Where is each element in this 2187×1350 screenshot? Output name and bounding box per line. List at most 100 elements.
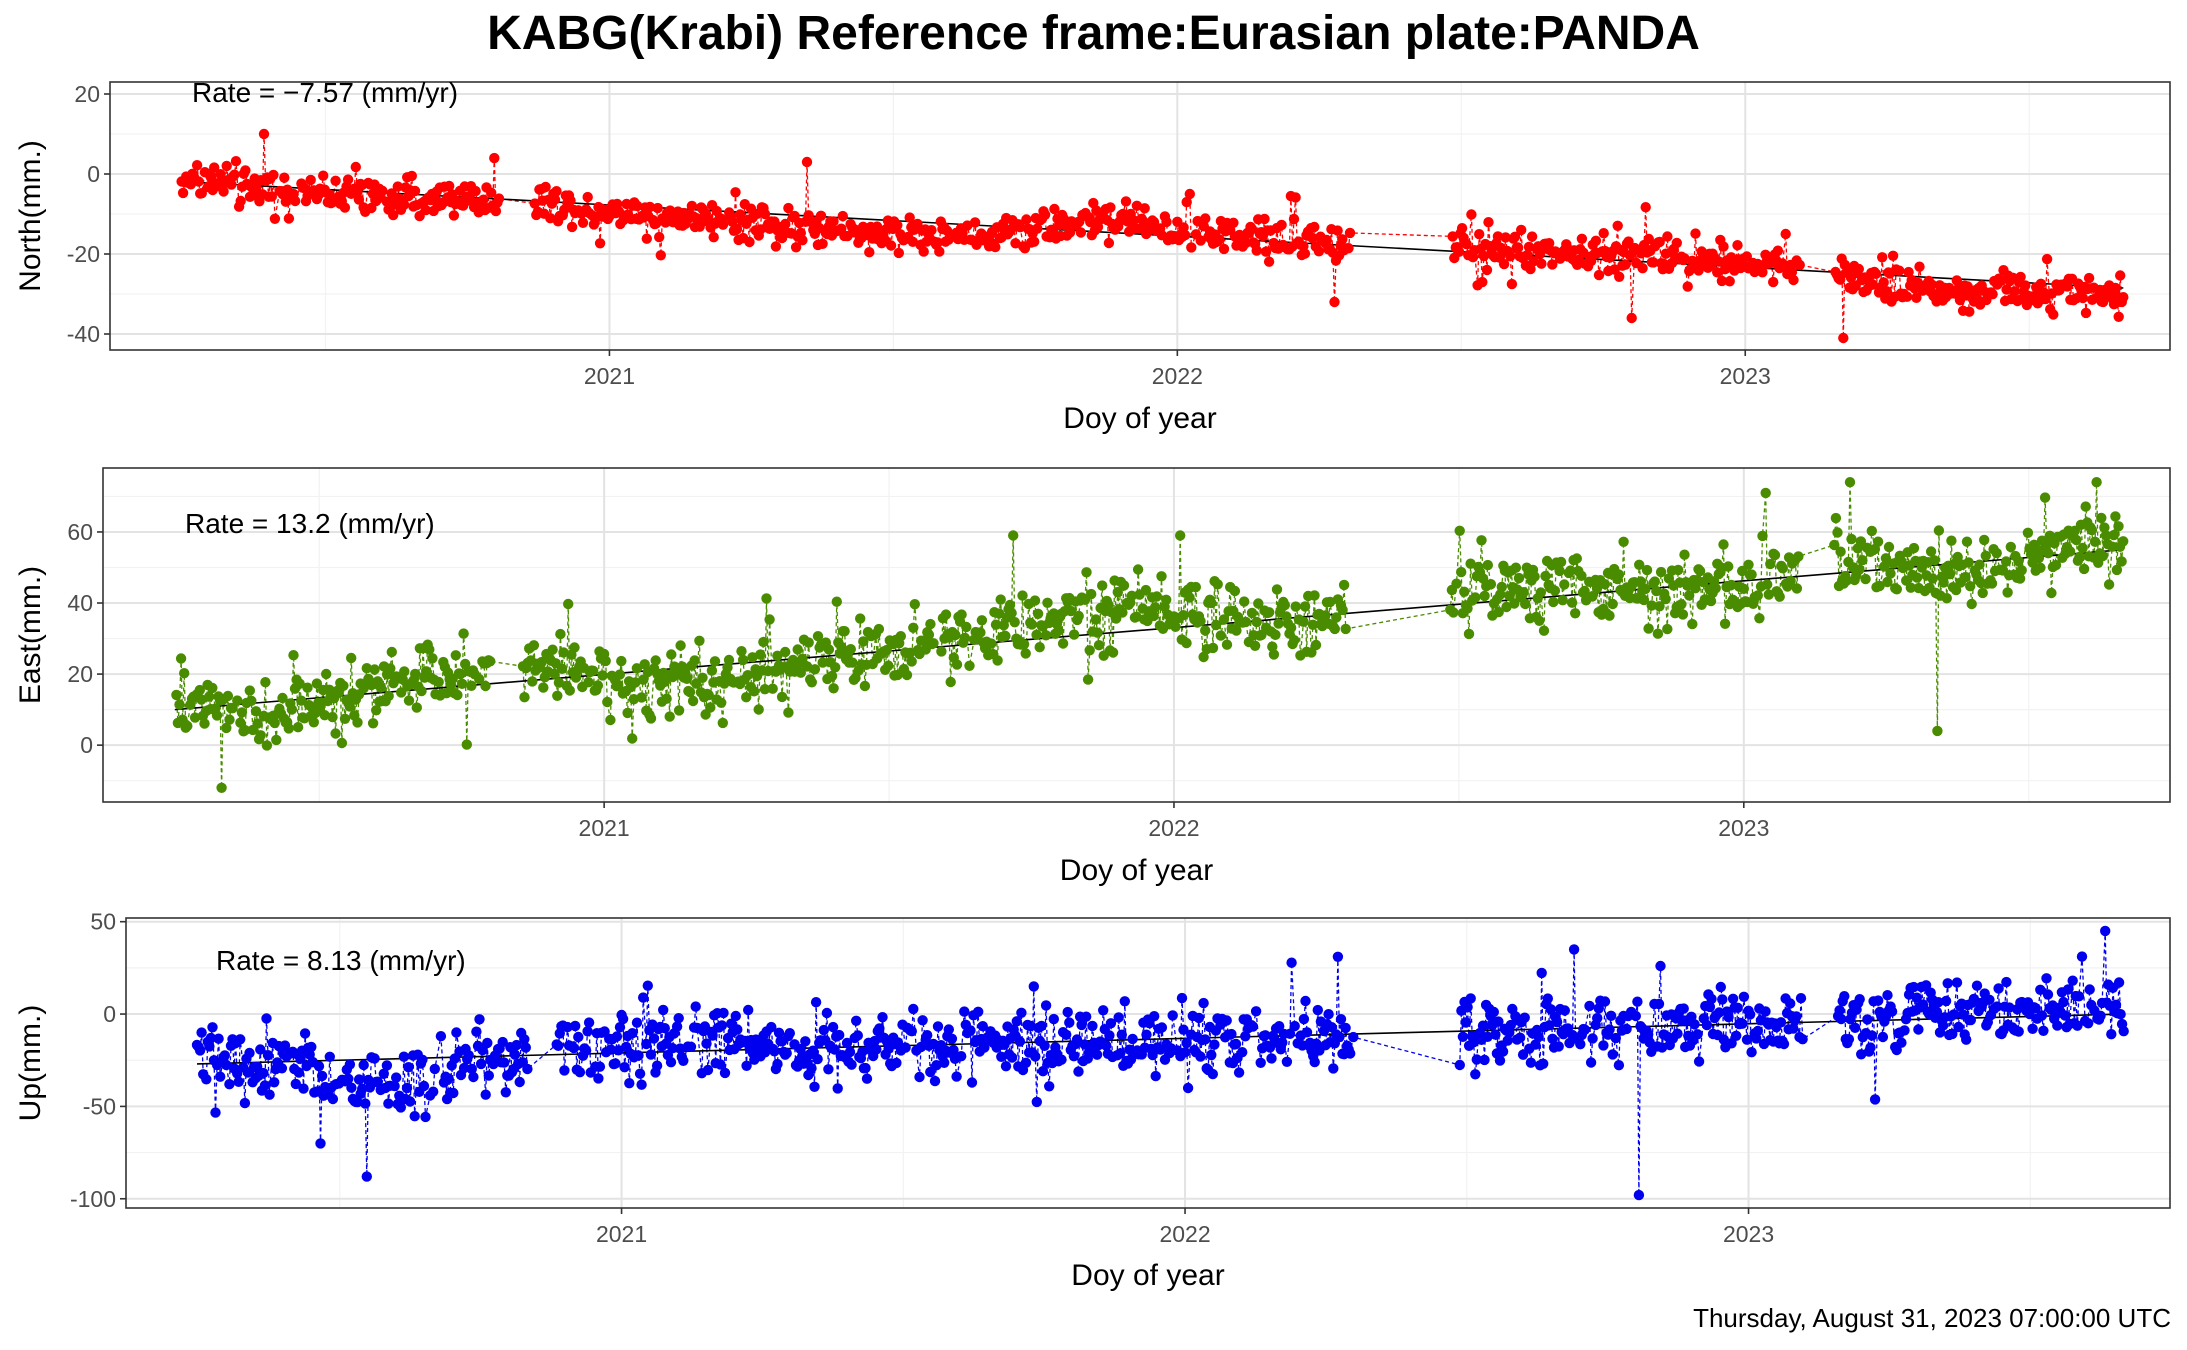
data-point <box>577 217 589 228</box>
data-point <box>418 1080 430 1092</box>
data-point <box>1775 1017 1787 1028</box>
data-point <box>1091 1049 1103 1060</box>
data-point <box>216 782 227 793</box>
data-point <box>1017 590 1028 601</box>
data-point <box>1991 547 2002 559</box>
data-point <box>1076 1019 1087 1031</box>
data-point <box>2048 309 2059 320</box>
data-point <box>428 1086 439 1097</box>
data-point <box>638 674 649 685</box>
data-point <box>448 210 460 221</box>
data-point <box>1451 578 1462 589</box>
data-point <box>1538 625 1550 636</box>
data-point <box>1961 1034 1972 1045</box>
data-point <box>1974 559 1985 570</box>
data-point <box>922 1030 933 1041</box>
data-point <box>1274 1020 1285 1032</box>
data-point <box>1584 1000 1595 1012</box>
data-point <box>1794 259 1805 271</box>
data-point <box>651 1060 663 1071</box>
data-point <box>1785 998 1796 1009</box>
data-point <box>1878 277 1889 288</box>
data-point <box>1984 994 1995 1005</box>
data-point <box>381 1060 393 1071</box>
data-point <box>1040 1000 1052 1011</box>
data-point <box>594 1061 606 1072</box>
data-point <box>2064 546 2076 557</box>
y-axis-title: Up(mm.) <box>14 1005 47 1122</box>
data-point <box>519 1034 530 1045</box>
data-point <box>1021 214 1032 225</box>
data-point <box>597 670 608 681</box>
data-point <box>1684 590 1695 601</box>
data-point <box>1071 1034 1083 1045</box>
data-point <box>1630 1010 1642 1022</box>
data-point <box>1008 530 1019 541</box>
data-point <box>1221 639 1233 650</box>
data-point <box>386 646 397 658</box>
data-point <box>1036 1020 1047 1032</box>
data-point <box>1226 1028 1237 1040</box>
data-point <box>1938 577 1949 588</box>
data-point <box>1131 200 1143 211</box>
data-point <box>1250 1006 1262 1017</box>
data-point <box>346 1082 357 1093</box>
data-point <box>1662 231 1673 242</box>
data-point <box>1940 995 1952 1007</box>
data-point <box>1493 606 1504 618</box>
data-point <box>2091 477 2102 488</box>
data-point <box>1290 192 1301 203</box>
data-point <box>1626 312 1637 324</box>
data-point <box>1277 1037 1288 1048</box>
y-tick-label: 0 <box>103 1001 116 1027</box>
data-point <box>613 679 624 691</box>
data-point <box>1566 597 1578 608</box>
data-point <box>1516 224 1527 236</box>
data-point <box>2110 999 2122 1010</box>
data-point <box>908 1003 919 1015</box>
data-point <box>182 720 193 732</box>
data-point <box>177 187 189 199</box>
data-point <box>730 1010 741 1022</box>
data-point <box>551 186 562 197</box>
data-point <box>1181 1037 1192 1049</box>
data-point <box>645 713 657 724</box>
data-point <box>1559 579 1570 590</box>
data-point <box>1251 245 1262 256</box>
data-point <box>1719 264 1731 275</box>
data-point <box>1929 555 1940 566</box>
data-point <box>342 174 354 185</box>
data-point <box>1855 536 1867 547</box>
data-point <box>2118 1026 2129 1037</box>
data-point <box>209 162 220 173</box>
data-point <box>2083 272 2095 284</box>
data-point <box>831 596 842 607</box>
data-point <box>1103 237 1115 249</box>
data-point <box>1200 625 1211 636</box>
data-point <box>315 1138 326 1149</box>
data-point <box>631 1017 643 1028</box>
data-point <box>1635 576 1647 587</box>
data-point <box>1286 957 1297 968</box>
data-point <box>1738 991 1750 1002</box>
x-tick-label: 2022 <box>1148 815 1199 841</box>
data-point <box>951 1071 962 1082</box>
data-point <box>1310 639 1322 651</box>
data-point <box>1471 1054 1483 1065</box>
data-point <box>758 636 769 648</box>
data-point <box>1830 512 1842 524</box>
data-point <box>817 238 828 249</box>
data-point <box>821 1007 833 1019</box>
data-point <box>1461 239 1472 250</box>
data-point <box>313 1061 325 1072</box>
data-point <box>1568 944 1580 955</box>
data-point <box>932 1021 944 1032</box>
data-point <box>1640 583 1651 595</box>
data-point <box>1598 228 1609 239</box>
data-point <box>371 705 382 716</box>
data-point <box>232 695 243 706</box>
data-point <box>570 1020 581 1032</box>
data-point <box>327 1093 339 1105</box>
data-point <box>1786 267 1798 278</box>
data-point <box>1528 256 1539 267</box>
